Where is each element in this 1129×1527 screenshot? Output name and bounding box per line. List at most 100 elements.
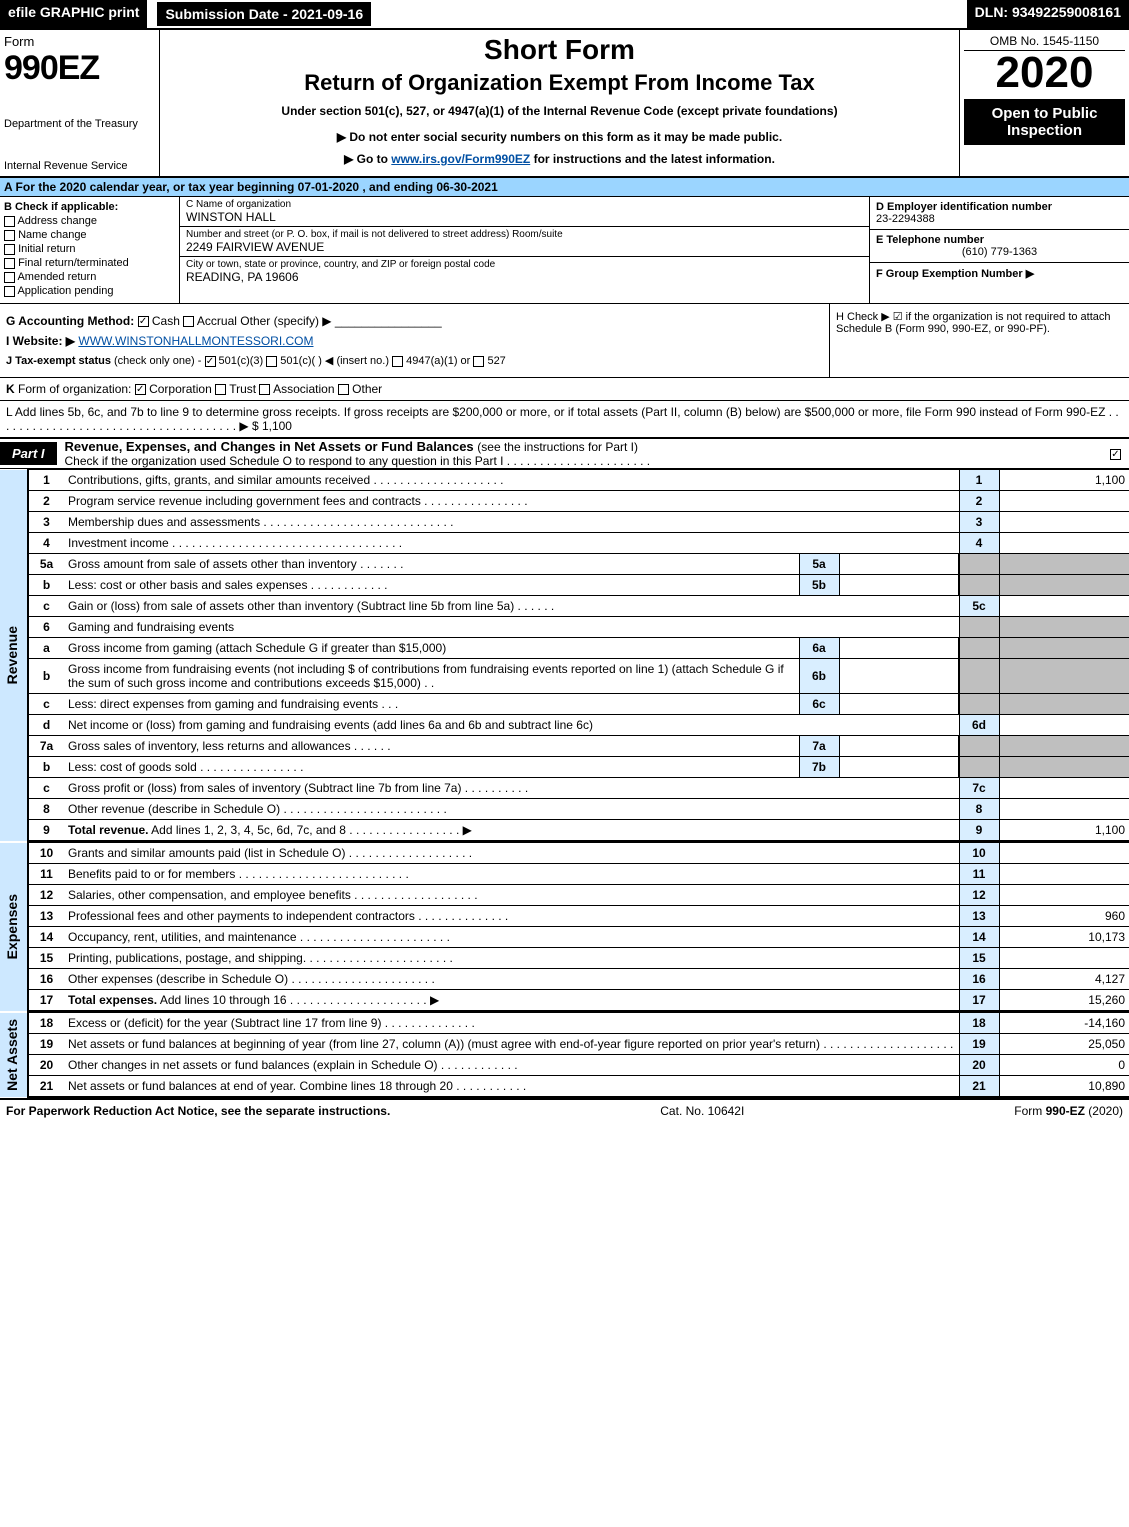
goto-row: ▶ Go to www.irs.gov/Form990EZ for instru…	[164, 152, 955, 166]
right-line-number: 4	[959, 533, 999, 554]
table-row: Expenses10Grants and similar amounts pai…	[0, 843, 1129, 864]
table-row: 15Printing, publications, postage, and s…	[0, 948, 1129, 969]
table-row: 21Net assets or fund balances at end of …	[0, 1076, 1129, 1098]
ein-val: 23-2294388	[876, 213, 1123, 225]
j-4947-checkbox[interactable]	[392, 356, 403, 367]
org-name: WINSTON HALL	[186, 210, 863, 224]
footer-cat: Cat. No. 10642I	[660, 1104, 744, 1118]
k-trust-checkbox[interactable]	[215, 384, 226, 395]
opt-address-change[interactable]: Address change	[4, 215, 175, 227]
donot-ssn: ▶ Do not enter social security numbers o…	[164, 130, 955, 144]
website-link[interactable]: WWW.WINSTONHALLMONTESSORI.COM	[78, 334, 313, 348]
right-line-number: 20	[959, 1055, 999, 1076]
inner-line-number: 5b	[799, 575, 839, 596]
table-row: cGain or (loss) from sale of assets othe…	[0, 596, 1129, 617]
right-value: 960	[999, 906, 1129, 927]
street-row: Number and street (or P. O. box, if mail…	[180, 227, 869, 257]
opt-final-return[interactable]: Final return/terminated	[4, 257, 175, 269]
inner-value	[839, 638, 959, 659]
k-other-checkbox[interactable]	[338, 384, 349, 395]
table-row: 2Program service revenue including gover…	[0, 491, 1129, 512]
info-block: B Check if applicable: Address change Na…	[0, 197, 1129, 304]
right-val-grey	[999, 659, 1129, 694]
right-num-grey	[959, 554, 999, 575]
city-row: City or town, state or province, country…	[180, 257, 869, 286]
tel-label: E Telephone number	[876, 234, 1123, 246]
inner-line-number: 7b	[799, 757, 839, 778]
box-d: D Employer identification number 23-2294…	[870, 197, 1129, 230]
line-number: 6	[28, 617, 64, 638]
line-desc: Net assets or fund balances at end of ye…	[64, 1076, 959, 1098]
line-number: 2	[28, 491, 64, 512]
footer-left: For Paperwork Reduction Act Notice, see …	[6, 1104, 390, 1118]
line-desc: Gross sales of inventory, less returns a…	[64, 736, 799, 757]
opt-app-pending[interactable]: Application pending	[4, 285, 175, 297]
k-assoc-checkbox[interactable]	[259, 384, 270, 395]
dln-label: DLN: 93492259008161	[967, 0, 1129, 28]
line-desc: Less: direct expenses from gaming and fu…	[64, 694, 799, 715]
line-desc: Contributions, gifts, grants, and simila…	[64, 470, 959, 491]
j-501c-checkbox[interactable]	[266, 356, 277, 367]
right-value	[999, 864, 1129, 885]
right-line-number: 19	[959, 1034, 999, 1055]
line-number: 7a	[28, 736, 64, 757]
j-527-checkbox[interactable]	[473, 356, 484, 367]
footer-right: Form 990-EZ (2020)	[1014, 1104, 1123, 1118]
side-label: Revenue	[4, 626, 20, 684]
right-val	[999, 617, 1129, 638]
cash-checkbox[interactable]	[138, 316, 149, 327]
line-desc: Gaming and fundraising events	[64, 617, 959, 638]
line-number: c	[28, 694, 64, 715]
k-corp-checkbox[interactable]	[135, 384, 146, 395]
opt-name-change[interactable]: Name change	[4, 229, 175, 241]
j-501c3-checkbox[interactable]	[205, 356, 216, 367]
header-center: Short Form Return of Organization Exempt…	[160, 30, 959, 176]
right-val-grey	[999, 757, 1129, 778]
table-row: 6Gaming and fundraising events	[0, 617, 1129, 638]
table-row: bLess: cost or other basis and sales exp…	[0, 575, 1129, 596]
goto-link[interactable]: www.irs.gov/Form990EZ	[391, 152, 530, 166]
g-label: G Accounting Method:	[6, 314, 134, 328]
line-desc: Grants and similar amounts paid (list in…	[64, 843, 959, 864]
right-line-number: 13	[959, 906, 999, 927]
right-line-number: 11	[959, 864, 999, 885]
line-number: d	[28, 715, 64, 736]
right-value: 15,260	[999, 990, 1129, 1012]
top-bar: efile GRAPHIC print Submission Date - 20…	[0, 0, 1129, 30]
right-value	[999, 596, 1129, 617]
line-desc: Gross income from gaming (attach Schedul…	[64, 638, 799, 659]
right-line-number: 3	[959, 512, 999, 533]
line-desc: Total expenses. Add lines 10 through 16 …	[64, 990, 959, 1012]
table-row: bGross income from fundraising events (n…	[0, 659, 1129, 694]
inner-value	[839, 694, 959, 715]
table-row: 14Occupancy, rent, utilities, and mainte…	[0, 927, 1129, 948]
dept-treasury: Department of the Treasury	[4, 118, 155, 130]
form-word: Form	[4, 34, 155, 49]
opt-amended-return[interactable]: Amended return	[4, 271, 175, 283]
net-table: Net Assets18Excess or (deficit) for the …	[0, 1012, 1129, 1098]
line-desc: Net income or (loss) from gaming and fun…	[64, 715, 959, 736]
line-number: 10	[28, 843, 64, 864]
short-form-title: Short Form	[164, 34, 955, 66]
right-value	[999, 843, 1129, 864]
city-label: City or town, state or province, country…	[186, 259, 863, 270]
right-line-number: 9	[959, 820, 999, 842]
right-num-grey	[959, 757, 999, 778]
part1-schedo-checkbox[interactable]	[1110, 449, 1121, 460]
box-e: E Telephone number (610) 779-1363	[870, 230, 1129, 263]
line-number: 9	[28, 820, 64, 842]
right-value	[999, 799, 1129, 820]
box-l: L Add lines 5b, 6c, and 7b to line 9 to …	[0, 401, 1129, 439]
line-number: 18	[28, 1013, 64, 1034]
line-number: 13	[28, 906, 64, 927]
opt-initial-return[interactable]: Initial return	[4, 243, 175, 255]
right-line-number: 7c	[959, 778, 999, 799]
line-number: 8	[28, 799, 64, 820]
line-number: 14	[28, 927, 64, 948]
table-row: 12Salaries, other compensation, and empl…	[0, 885, 1129, 906]
org-name-row: C Name of organization WINSTON HALL	[180, 197, 869, 227]
table-row: 20Other changes in net assets or fund ba…	[0, 1055, 1129, 1076]
accrual-checkbox[interactable]	[183, 316, 194, 327]
right-line-number: 17	[959, 990, 999, 1012]
side-label-cell: Revenue	[0, 470, 28, 842]
